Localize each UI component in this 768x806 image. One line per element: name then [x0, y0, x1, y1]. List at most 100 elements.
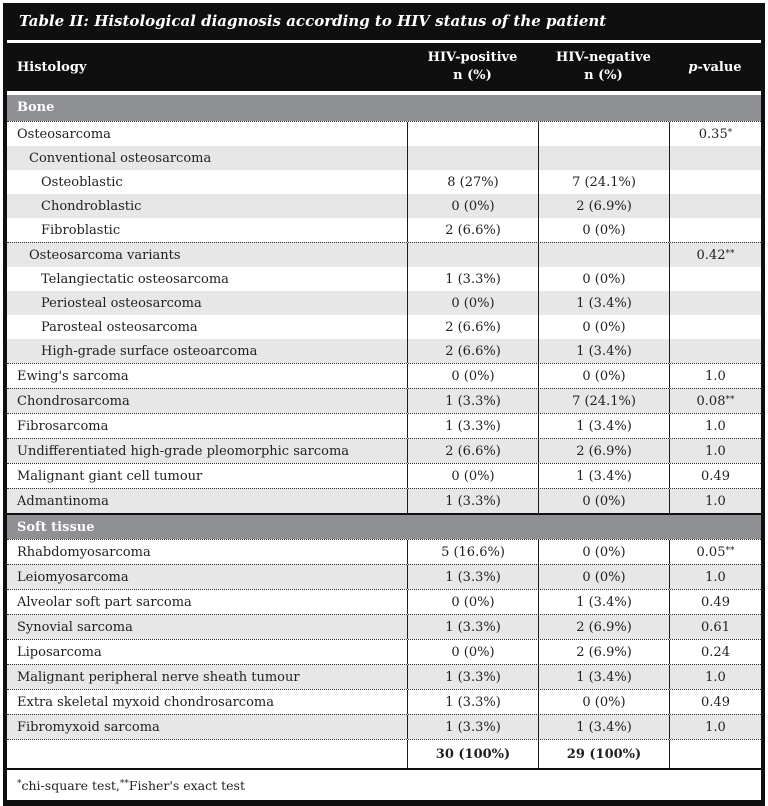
hiv-negative-cell: 7 (24.1%)	[538, 389, 669, 413]
hiv-positive-cell: 1 (3.3%)	[407, 414, 538, 438]
hiv-positive-sublabel: n (%)	[453, 68, 492, 83]
histology-cell: Telangiectatic osteosarcoma	[41, 271, 229, 287]
hiv-negative-sublabel: n (%)	[584, 68, 623, 83]
hiv-negative-cell: 1 (3.4%)	[538, 590, 669, 614]
table-row: Extra skeletal myxoid chondrosarcoma 1 (3…	[7, 689, 761, 714]
hiv-positive-cell	[407, 243, 538, 267]
p-value-cell: 1.0	[669, 565, 761, 589]
hiv-positive-cell: 0 (0%)	[407, 464, 538, 488]
p-value-cell	[669, 218, 761, 242]
histology-cell: Chondroblastic	[41, 198, 142, 214]
hiv-negative-cell	[538, 243, 669, 267]
table-row: Admantinoma 1 (3.3%) 0 (0%) 1.0	[7, 488, 761, 513]
divider-gap	[7, 40, 761, 43]
column-header-row: Histology HIV-positive n (%) HIV-negativ…	[7, 43, 761, 91]
table-row: Undifferentiated high-grade pleomorphic …	[7, 438, 761, 463]
hiv-positive-cell: 0 (0%)	[407, 590, 538, 614]
p-value-cell	[669, 339, 761, 363]
hiv-negative-cell: 7 (24.1%)	[538, 170, 669, 194]
p-value-cell: 0.05 **	[669, 540, 761, 564]
hiv-positive-cell: 1 (3.3%)	[407, 565, 538, 589]
histology-cell: Fibromyxoid sarcoma	[17, 719, 160, 735]
p-value-cell: 0.61	[669, 615, 761, 639]
hiv-negative-cell	[538, 122, 669, 146]
table-frame: Table II: Histological diagnosis accordi…	[3, 3, 765, 806]
section-header-soft-tissue: Soft tissue	[7, 513, 761, 539]
hiv-negative-cell: 2 (6.9%)	[538, 615, 669, 639]
histology-cell: Osteosarcoma	[17, 126, 111, 142]
p-value-cell: 1.0	[669, 439, 761, 463]
table-row: Periosteal osteosarcoma 0 (0%) 1 (3.4%)	[7, 291, 761, 315]
table-row: Liposarcoma 0 (0%) 2 (6.9%) 0.24	[7, 639, 761, 664]
histology-cell: Extra skeletal myxoid chondrosarcoma	[17, 694, 274, 710]
hiv-negative-cell	[538, 146, 669, 170]
hiv-positive-cell	[407, 122, 538, 146]
hiv-negative-cell: 0 (0%)	[538, 267, 669, 291]
p-value-cell: 0.24	[669, 640, 761, 664]
p-value-cell: 1.0	[669, 489, 761, 513]
histology-cell: High-grade surface osteoarcoma	[41, 343, 258, 359]
hiv-negative-cell: 0 (0%)	[538, 489, 669, 513]
hiv-negative-cell: 0 (0%)	[538, 218, 669, 242]
hiv-positive-cell: 0 (0%)	[407, 194, 538, 218]
histology-cell: Alveolar soft part sarcoma	[17, 594, 192, 610]
hiv-negative-cell: 0 (0%)	[538, 540, 669, 564]
table-row: High-grade surface osteoarcoma 2 (6.6%) 1 …	[7, 339, 761, 363]
p-value-cell: 0.49	[669, 464, 761, 488]
hiv-negative-cell: 1 (3.4%)	[538, 291, 669, 315]
hiv-positive-cell: 1 (3.3%)	[407, 489, 538, 513]
section-header-bone: Bone	[7, 95, 761, 121]
histology-cell: Fibroblastic	[41, 222, 121, 238]
totals-p-value-cell	[669, 740, 761, 768]
histology-cell: Osteosarcoma variants	[29, 247, 181, 263]
table-row: Ewing's sarcoma 0 (0%) 0 (0%) 1.0	[7, 363, 761, 388]
table-row: Chondrosarcoma 1 (3.3%) 7 (24.1%) 0.08 **	[7, 388, 761, 413]
p-value-cell	[669, 315, 761, 339]
hiv-positive-cell: 0 (0%)	[407, 291, 538, 315]
hiv-positive-cell: 1 (3.3%)	[407, 665, 538, 689]
p-value-cell	[669, 170, 761, 194]
p-value-cell: 1.0	[669, 665, 761, 689]
histology-cell: Admantinoma	[17, 493, 109, 509]
hiv-negative-cell: 0 (0%)	[538, 565, 669, 589]
p-value-cell	[669, 194, 761, 218]
histology-cell: Malignant peripheral nerve sheath tumour	[17, 669, 300, 685]
p-value-cell: 0.49	[669, 690, 761, 714]
table-row: Synovial sarcoma 1 (3.3%) 2 (6.9%) 0.61	[7, 614, 761, 639]
histology-cell: Malignant giant cell tumour	[17, 468, 203, 484]
hiv-negative-cell: 0 (0%)	[538, 315, 669, 339]
table-row: Rhabdomyosarcoma 5 (16.6%) 0 (0%) 0.05 **	[7, 539, 761, 564]
table-row: Chondroblastic 0 (0%) 2 (6.9%)	[7, 194, 761, 218]
histology-cell: Undifferentiated high-grade pleomorphic …	[17, 443, 350, 459]
hiv-positive-cell: 0 (0%)	[407, 364, 538, 388]
table-row: Telangiectatic osteosarcoma 1 (3.3%) 0 (0%…	[7, 267, 761, 291]
hiv-negative-cell: 1 (3.4%)	[538, 464, 669, 488]
table-footnote: * chi-square test, ** Fisher's exact test	[7, 770, 761, 800]
table-row: Osteosarcoma 0.35 *	[7, 121, 761, 146]
histology-cell: Ewing's sarcoma	[17, 368, 129, 384]
p-value-cell	[669, 267, 761, 291]
column-header-hiv-negative: HIV-negative n (%)	[538, 49, 669, 84]
column-header-p-value: p-value	[688, 59, 742, 75]
p-value-cell: 1.0	[669, 414, 761, 438]
histology-cell: Synovial sarcoma	[17, 619, 133, 635]
table-title-text: Table II: Histological diagnosis accordi…	[19, 12, 607, 30]
hiv-positive-cell: 1 (3.3%)	[407, 389, 538, 413]
table-row: Fibrosarcoma 1 (3.3%) 1 (3.4%) 1.0	[7, 413, 761, 438]
histology-cell: Leiomyosarcoma	[17, 569, 129, 585]
hiv-negative-cell: 1 (3.4%)	[538, 339, 669, 363]
histology-cell: Conventional osteosarcoma	[29, 150, 212, 166]
hiv-negative-cell: 1 (3.4%)	[538, 414, 669, 438]
table-row: Fibromyxoid sarcoma 1 (3.3%) 1 (3.4%) 1.0	[7, 714, 761, 739]
hiv-positive-cell: 5 (16.6%)	[407, 540, 538, 564]
table-row: Osteosarcoma variants 0.42 **	[7, 242, 761, 267]
column-header-hiv-positive: HIV-positive n (%)	[407, 49, 538, 84]
histology-cell: Chondrosarcoma	[17, 393, 130, 409]
hiv-negative-label: HIV-negative	[556, 50, 651, 66]
table-title: Table II: Histological diagnosis accordi…	[7, 3, 761, 40]
p-value-cell: 0.49	[669, 590, 761, 614]
column-header-histology: Histology	[17, 59, 87, 75]
hiv-positive-cell: 2 (6.6%)	[407, 315, 538, 339]
hiv-negative-cell: 1 (3.4%)	[538, 715, 669, 739]
